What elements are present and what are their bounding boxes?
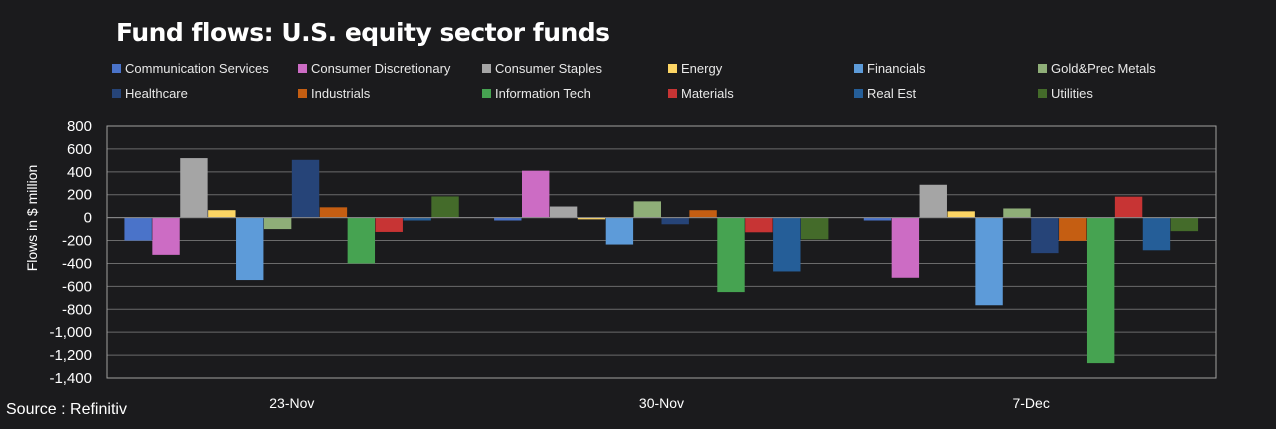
bar — [1059, 217, 1087, 241]
legend-label: Real Est — [867, 85, 917, 101]
legend-label: Materials — [681, 85, 734, 101]
legend-label: Consumer Discretionary — [311, 60, 451, 76]
bar — [745, 217, 773, 233]
legend-item: Healthcare — [112, 85, 188, 101]
y-tick-label: 200 — [67, 187, 92, 204]
legend-item: Utilities — [1038, 85, 1093, 101]
bar — [863, 217, 892, 221]
bar — [689, 210, 717, 218]
legend-swatch — [298, 88, 307, 98]
bar — [431, 196, 459, 218]
y-tick-label: -1,200 — [49, 347, 92, 364]
bar — [919, 184, 947, 218]
legend-item: Real Est — [854, 85, 916, 101]
x-tick-label: 23-Nov — [269, 395, 314, 411]
y-tick-label: 0 — [84, 210, 92, 227]
legend-swatch — [668, 88, 677, 98]
legend-label: Industrials — [311, 85, 371, 101]
bar — [375, 217, 403, 232]
legend-label: Communication Services — [125, 60, 269, 76]
legend-item: Materials — [668, 85, 734, 101]
bar — [180, 158, 208, 218]
bar — [124, 217, 152, 241]
legend-item: Financials — [854, 60, 926, 76]
bar — [661, 217, 689, 225]
y-tick-label: -1,400 — [49, 370, 92, 387]
bar — [208, 210, 236, 218]
y-tick-label: 400 — [67, 164, 92, 181]
legend-swatch — [1038, 88, 1047, 98]
legend-swatch — [482, 88, 491, 98]
bar — [522, 170, 550, 218]
bar — [605, 217, 634, 245]
bar — [891, 217, 920, 278]
legend-label: Financials — [867, 60, 926, 76]
bar — [577, 217, 606, 220]
legend-item: Information Tech — [482, 85, 591, 101]
bar — [801, 217, 829, 240]
legend-label: Consumer Staples — [495, 60, 602, 76]
legend-item: Gold&Prec Metals — [1038, 60, 1156, 76]
chart-title: Fund flows: U.S. equity sector funds — [116, 18, 610, 47]
legend-label: Healthcare — [125, 85, 188, 101]
legend-swatch — [482, 63, 491, 73]
x-tick-label: 30-Nov — [639, 395, 684, 411]
bar — [1086, 217, 1115, 364]
legend-item: Consumer Discretionary — [298, 60, 450, 76]
legend-item: Communication Services — [112, 60, 269, 76]
bar — [1170, 217, 1199, 232]
y-tick-label: -800 — [62, 301, 92, 318]
bar — [1003, 208, 1031, 218]
legend-swatch — [298, 63, 307, 73]
legend-label: Energy — [681, 60, 723, 76]
legend-label: Utilities — [1051, 85, 1093, 101]
legend-swatch — [112, 63, 121, 73]
x-tick-label: 7-Dec — [1012, 395, 1049, 411]
legend-swatch — [668, 63, 677, 73]
bar — [403, 217, 431, 221]
bar — [1142, 217, 1171, 251]
legend-item: Consumer Staples — [482, 60, 602, 76]
bar — [1031, 217, 1059, 254]
legend-swatch — [112, 88, 121, 98]
y-tick-label: -200 — [62, 233, 92, 250]
bar — [773, 217, 801, 272]
bar — [263, 217, 292, 230]
legend-swatch — [1038, 63, 1047, 73]
plot-border — [106, 125, 1217, 379]
bar — [236, 217, 264, 281]
y-tick-label: -600 — [62, 278, 92, 295]
legend-item: Industrials — [298, 85, 370, 101]
bar — [319, 207, 348, 218]
bar — [633, 201, 661, 218]
legend-label: Information Tech — [495, 85, 591, 101]
bar — [494, 217, 522, 221]
legend-item: Energy — [668, 60, 722, 76]
y-tick-label: -1,000 — [49, 324, 92, 341]
legend-swatch — [854, 63, 863, 73]
legend-swatch — [854, 88, 863, 98]
bar — [947, 211, 975, 218]
bar — [291, 159, 320, 218]
y-tick-label: 800 — [67, 118, 92, 135]
bar — [549, 206, 578, 218]
bar — [717, 217, 745, 293]
y-tick-label: -400 — [62, 255, 92, 272]
y-tick-label: 600 — [67, 141, 92, 158]
source-note: Source : Refinitiv — [6, 401, 127, 418]
bar — [347, 217, 376, 264]
bar — [152, 217, 180, 255]
legend-label: Gold&Prec Metals — [1051, 60, 1156, 76]
bar — [1114, 196, 1143, 218]
bar — [975, 217, 1003, 306]
